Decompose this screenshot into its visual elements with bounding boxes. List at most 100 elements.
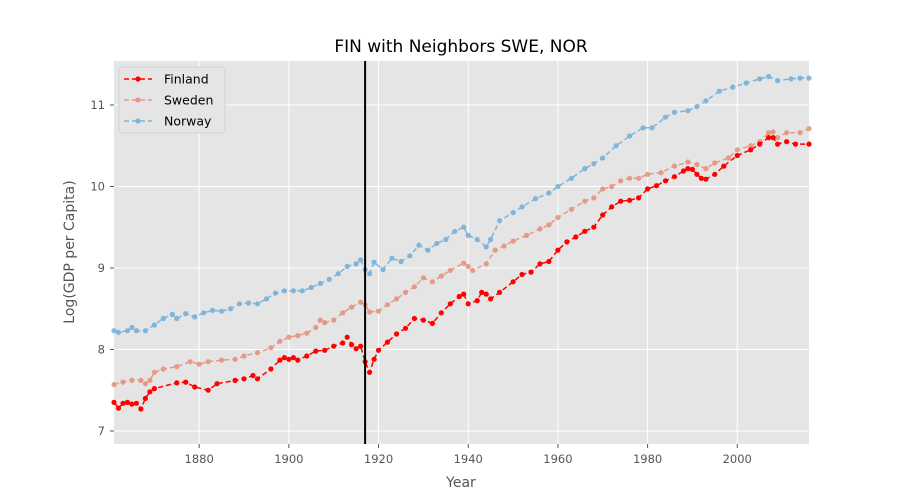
finland-point bbox=[254, 376, 261, 382]
finland-point bbox=[653, 183, 660, 189]
legend-swatch-finland bbox=[124, 76, 152, 82]
norway-point bbox=[703, 98, 709, 104]
norway-point bbox=[219, 308, 225, 314]
finland-point bbox=[147, 389, 153, 395]
finland-point bbox=[129, 401, 135, 407]
norway-point bbox=[174, 315, 180, 322]
norway-point bbox=[389, 255, 395, 261]
finland-point bbox=[232, 377, 238, 383]
finland-point bbox=[465, 301, 471, 307]
finland-point bbox=[757, 141, 763, 147]
series-layer bbox=[111, 73, 812, 412]
y-tick-label: 7 bbox=[98, 424, 105, 438]
sweden-point bbox=[685, 159, 691, 165]
sweden-point bbox=[694, 161, 700, 168]
finland-point bbox=[479, 289, 485, 295]
finland-point bbox=[609, 204, 615, 210]
sweden-point bbox=[120, 379, 126, 385]
sweden-point bbox=[138, 377, 144, 383]
norway-point bbox=[111, 328, 117, 334]
norway-point bbox=[129, 324, 135, 331]
finland-point bbox=[277, 357, 283, 363]
finland-point bbox=[205, 387, 211, 393]
finland-point bbox=[766, 135, 772, 141]
norway-point bbox=[488, 236, 494, 243]
finland-point bbox=[420, 317, 426, 323]
finland-point bbox=[174, 380, 180, 386]
finland-point bbox=[183, 379, 189, 385]
finland-point bbox=[151, 386, 157, 392]
gridlines bbox=[114, 61, 809, 444]
x-tick-label: 1940 bbox=[454, 452, 483, 466]
x-tick-label: 1960 bbox=[543, 452, 572, 466]
norway-point bbox=[510, 210, 516, 216]
x-tick-label: 1980 bbox=[633, 452, 662, 466]
finland-point bbox=[411, 315, 417, 322]
norway-point bbox=[281, 288, 287, 294]
finland-point bbox=[375, 347, 382, 353]
norway-point bbox=[151, 322, 157, 328]
sweden-point bbox=[658, 170, 664, 176]
norway-series bbox=[111, 73, 812, 335]
norway-point bbox=[236, 301, 243, 307]
norway-point bbox=[474, 236, 480, 243]
norway-point bbox=[398, 258, 404, 265]
finland-point bbox=[636, 195, 642, 201]
norway-point bbox=[254, 301, 261, 307]
sweden-point bbox=[797, 130, 803, 136]
finland-point bbox=[281, 355, 287, 361]
finland-point bbox=[438, 310, 444, 316]
finland-point bbox=[600, 212, 606, 218]
sweden-point bbox=[600, 186, 606, 192]
finland-point bbox=[250, 372, 256, 379]
finland-point bbox=[618, 198, 624, 204]
sweden-point bbox=[627, 175, 633, 181]
sweden-point bbox=[438, 273, 444, 279]
finland-point bbox=[582, 228, 588, 234]
finland-point bbox=[367, 369, 373, 375]
legend-box bbox=[118, 66, 226, 134]
norway-point bbox=[591, 161, 597, 167]
y-tick-label: 9 bbox=[98, 261, 105, 275]
finland-point bbox=[402, 325, 409, 331]
norway-point bbox=[133, 328, 139, 334]
sweden-point bbox=[568, 206, 575, 212]
finland-point bbox=[456, 293, 462, 300]
finland-point bbox=[573, 234, 579, 240]
norway-point bbox=[160, 315, 166, 322]
finland-point bbox=[645, 186, 651, 192]
norway-point bbox=[582, 166, 588, 172]
norway-point bbox=[358, 257, 364, 263]
sweden-point bbox=[537, 226, 543, 232]
legend: Finland Sweden Norway bbox=[118, 66, 226, 134]
finland-point bbox=[461, 291, 467, 297]
finland-point bbox=[483, 291, 489, 297]
finland-point bbox=[784, 139, 790, 145]
norway-point bbox=[272, 290, 278, 296]
norway-point bbox=[371, 259, 377, 265]
sweden-point bbox=[582, 198, 588, 204]
finland-point bbox=[510, 279, 516, 285]
finland-point bbox=[474, 298, 480, 304]
sweden-point bbox=[205, 359, 211, 365]
x-axis-label: Year bbox=[445, 475, 476, 491]
legend-swatch-norway bbox=[124, 118, 152, 124]
norway-point bbox=[694, 104, 700, 110]
legend-label-finland: Finland bbox=[164, 72, 209, 87]
sweden-point bbox=[129, 377, 135, 383]
sweden-point bbox=[712, 160, 718, 166]
finland-point bbox=[268, 366, 274, 372]
sweden-point bbox=[806, 126, 812, 132]
norway-point bbox=[716, 88, 722, 94]
finland-point bbox=[519, 271, 525, 278]
norway-point bbox=[201, 310, 207, 316]
sweden-point bbox=[241, 353, 247, 359]
sweden-point bbox=[219, 357, 225, 363]
sweden-point bbox=[393, 296, 400, 302]
finland-point bbox=[689, 166, 696, 172]
sweden-point bbox=[313, 324, 319, 331]
finland-point bbox=[429, 320, 435, 326]
norway-point bbox=[461, 224, 467, 230]
y-tick-label: 8 bbox=[98, 342, 105, 356]
sweden-point bbox=[340, 310, 346, 316]
